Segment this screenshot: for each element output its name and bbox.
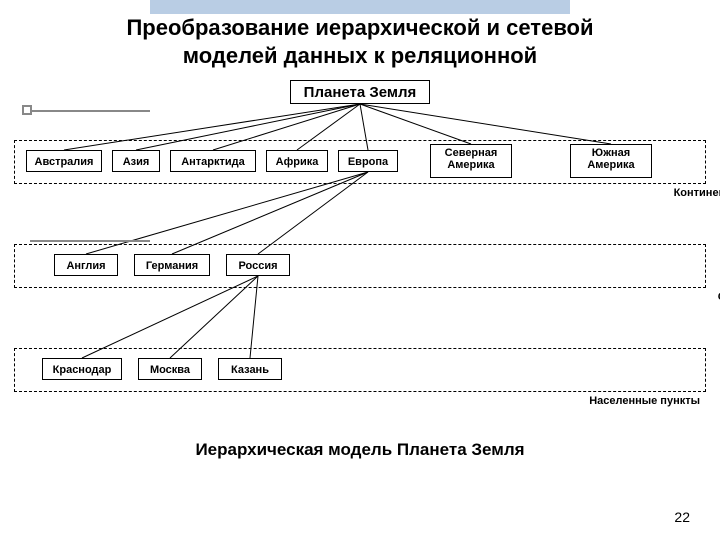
node-s3: Россия bbox=[226, 254, 290, 276]
node-c2: Азия bbox=[112, 150, 160, 172]
node-p2: Москва bbox=[138, 358, 202, 380]
node-c6: СевернаяАмерика bbox=[430, 144, 512, 178]
group-label-g1: Континенты bbox=[600, 187, 720, 199]
node-p3: Казань bbox=[218, 358, 282, 380]
title-line2: моделей данных к реляционной bbox=[183, 43, 537, 68]
node-c7: ЮжнаяАмерика bbox=[570, 144, 652, 178]
deco-line bbox=[30, 240, 150, 242]
top-accent-bar bbox=[150, 0, 570, 14]
deco-line bbox=[30, 110, 150, 112]
node-c5: Европа bbox=[338, 150, 398, 172]
node-p1: Краснодар bbox=[42, 358, 122, 380]
hierarchy-diagram: Континенты Страны Населенные пункты Планета… bbox=[0, 80, 720, 460]
node-root: Планета Земля bbox=[290, 80, 430, 104]
node-s2: Германия bbox=[134, 254, 210, 276]
title-line1: Преобразование иерархической и сетевой bbox=[126, 15, 593, 40]
page-number: 22 bbox=[674, 509, 690, 525]
node-s1: Англия bbox=[54, 254, 118, 276]
node-c1: Австралия bbox=[26, 150, 102, 172]
diagram-caption: Иерархическая модель Планета Земля bbox=[0, 440, 720, 460]
group-label-g3: Населенные пункты bbox=[560, 395, 700, 407]
node-c3: Антарктида bbox=[170, 150, 256, 172]
group-label-g2: Страны bbox=[620, 291, 720, 303]
slide-title: Преобразование иерархической и сетевой м… bbox=[0, 14, 720, 69]
node-c4: Африка bbox=[266, 150, 328, 172]
